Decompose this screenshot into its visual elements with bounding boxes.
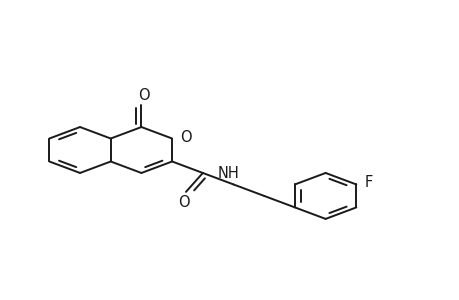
Text: F: F	[364, 176, 372, 190]
Text: O: O	[180, 130, 191, 145]
Text: O: O	[138, 88, 149, 103]
Text: NH: NH	[218, 166, 239, 181]
Text: O: O	[178, 195, 189, 210]
